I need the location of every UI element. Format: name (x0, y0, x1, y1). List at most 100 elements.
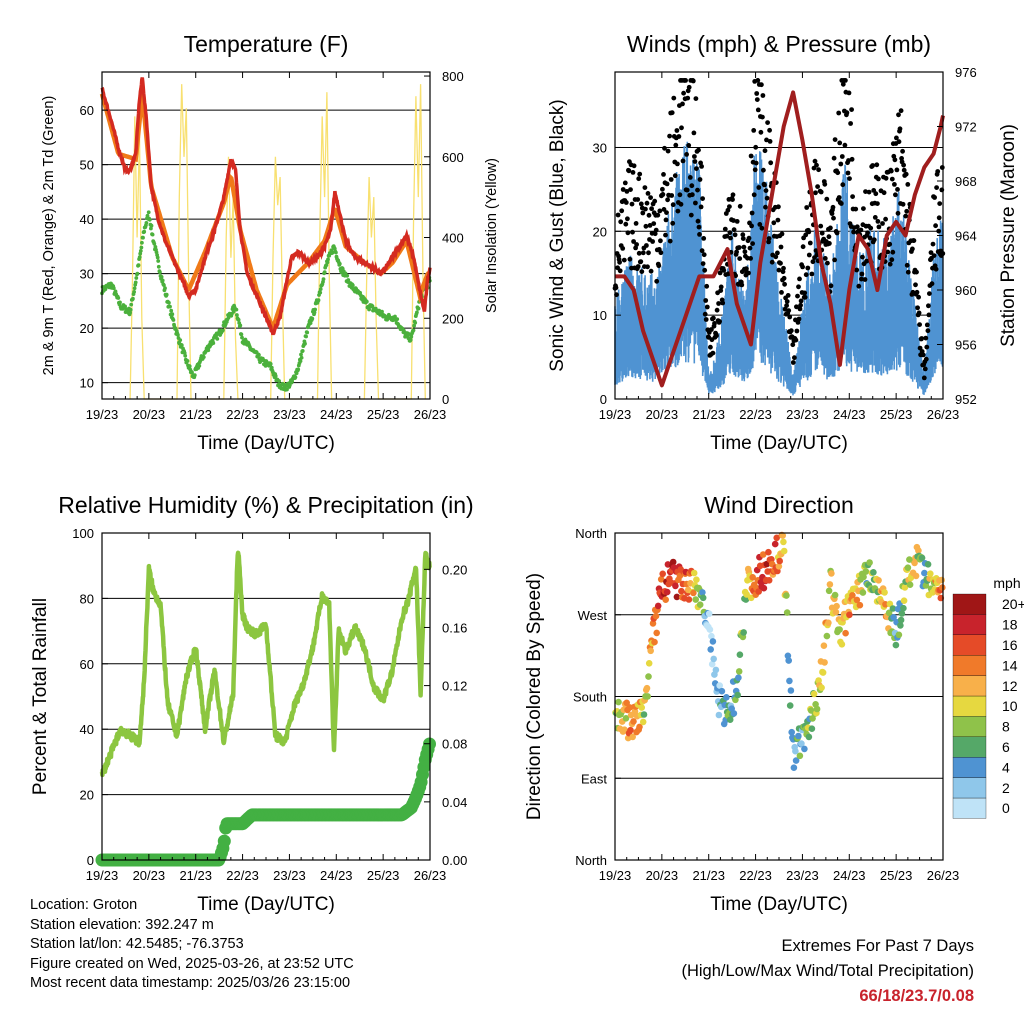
gust-point (708, 344, 713, 350)
gust-point (665, 197, 670, 203)
dewpoint-point (318, 290, 323, 295)
gust-point (732, 232, 738, 238)
gust-point (692, 159, 698, 164)
y-tick-label: North (575, 853, 607, 868)
dewpoint-point (215, 337, 220, 341)
dewpoint-point (236, 317, 241, 322)
gust-point (677, 192, 683, 198)
colorbar-swatch (952, 736, 987, 758)
gust-point (926, 303, 931, 309)
gust-point (754, 97, 760, 102)
gust-point (740, 236, 746, 242)
gust-point (889, 176, 895, 182)
direction-point (678, 587, 685, 595)
gust-point (798, 302, 803, 308)
gust-point (725, 207, 731, 213)
humidity-line (99, 550, 432, 778)
direction-point (644, 693, 651, 700)
direction-point (636, 723, 643, 731)
x-tick-label: 25/23 (880, 407, 913, 422)
gust-point (890, 249, 896, 255)
gust-point (795, 293, 800, 299)
dewpoint-point (293, 375, 298, 379)
y-tick-label: South (573, 690, 607, 705)
direction-point (897, 616, 905, 624)
x-tick-label: 23/23 (273, 407, 306, 422)
colorbar-title: mph (993, 575, 1020, 591)
x-tick-label: 26/23 (927, 407, 960, 422)
y2-tick-label: 0.20 (442, 562, 467, 577)
gust-point (828, 283, 834, 289)
gust-point (905, 182, 911, 187)
dewpoint-point (150, 232, 155, 237)
y2-tick-label: 968 (955, 174, 977, 189)
gust-point (815, 184, 820, 190)
y-tick-label: 60 (80, 103, 94, 118)
gust-point (699, 164, 704, 169)
gust-point (824, 196, 830, 202)
gust-point (622, 180, 628, 186)
dewpoint-point (176, 333, 180, 337)
gust-point (819, 230, 825, 236)
gust-point (627, 256, 633, 262)
dewpoint-point (133, 280, 138, 285)
direction-point (939, 584, 946, 591)
gust-point (649, 206, 654, 212)
gust-point (885, 249, 891, 255)
direction-point (639, 718, 647, 726)
gust-point (873, 191, 879, 197)
x-tick-label: 22/23 (226, 868, 259, 883)
gust-point (922, 366, 928, 372)
x-tick-label: 24/23 (833, 868, 866, 883)
gust-point (868, 225, 874, 231)
extremes-values: 66/18/23.7/0.08 (859, 987, 974, 1005)
gust-point (803, 232, 809, 238)
gust-point (826, 234, 832, 240)
gust-point (932, 195, 937, 200)
dewpoint-point (415, 310, 419, 315)
dewpoint-point (269, 365, 274, 370)
gust-point (842, 142, 848, 148)
dewpoint-point (303, 341, 307, 346)
gust-point (613, 285, 619, 291)
dewpoint-point (332, 246, 337, 251)
gust-point (822, 256, 828, 261)
gust-point (939, 165, 945, 170)
gust-point (633, 221, 639, 226)
x-tick-label: 26/23 (414, 868, 447, 883)
gust-point (690, 78, 696, 84)
direction-point (819, 669, 827, 676)
colorbar-label: 8 (1002, 719, 1010, 735)
dewpoint-point (257, 353, 261, 357)
y2-tick-label: 0.04 (442, 795, 467, 810)
dewpoint-point (118, 300, 122, 305)
gust-point (896, 112, 901, 118)
gust-point (831, 215, 836, 221)
x-tick-label: 24/23 (320, 868, 353, 883)
direction-point (904, 564, 912, 571)
direction-point (787, 687, 795, 694)
direction-point (897, 622, 904, 629)
dewpoint-point (316, 298, 321, 303)
gust-point (755, 107, 761, 113)
dewpoint-point (153, 245, 158, 249)
y2-tick-label: 960 (955, 283, 977, 298)
dewpoint-point (123, 304, 127, 309)
direction-point (836, 626, 843, 633)
direction-point (710, 655, 717, 663)
gust-point (889, 257, 895, 263)
gust-point (737, 203, 743, 209)
gust-point (845, 170, 851, 176)
dewpoint-point (221, 328, 225, 333)
gust-point (929, 281, 935, 287)
gust-point (837, 140, 843, 146)
gust-point (840, 182, 846, 188)
colorbar-swatch (952, 634, 987, 656)
colorbar-swatch (952, 797, 987, 819)
gust-point (703, 317, 709, 322)
gust-point (670, 202, 676, 208)
gust-point (620, 246, 626, 251)
gust-point (642, 185, 648, 191)
x-axis-title: Time (Day/UTC) (710, 894, 848, 915)
